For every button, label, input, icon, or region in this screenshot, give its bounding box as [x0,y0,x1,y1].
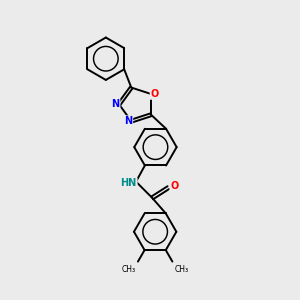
Text: CH₃: CH₃ [122,265,136,274]
Text: CH₃: CH₃ [175,265,189,274]
Text: O: O [151,89,159,99]
Text: N: N [124,116,132,126]
Text: HN: HN [121,178,137,188]
Text: N: N [112,99,120,110]
Text: O: O [170,181,178,191]
